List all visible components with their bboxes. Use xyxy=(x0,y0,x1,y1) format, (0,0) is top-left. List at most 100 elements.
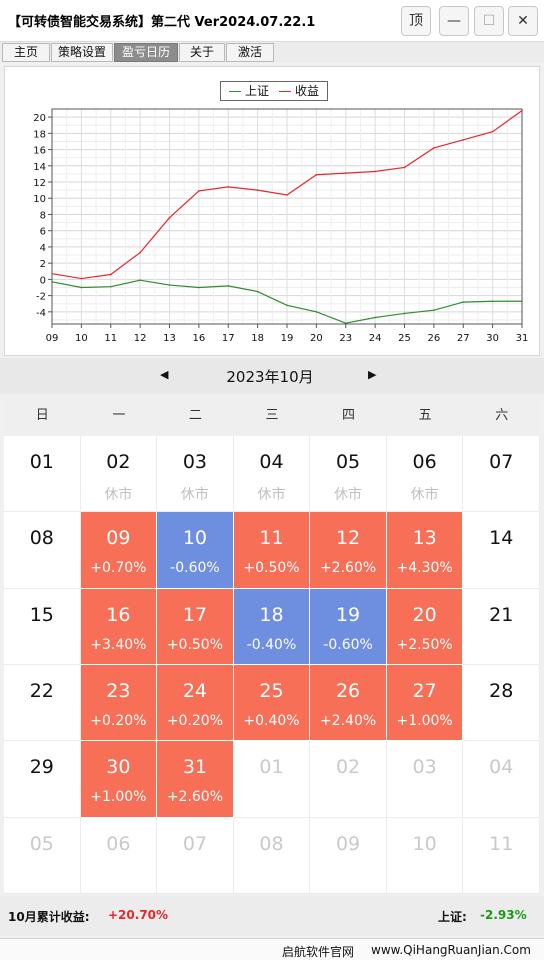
day-number: 02 xyxy=(106,451,131,473)
calendar-day-cell[interactable]: 29 xyxy=(4,741,81,818)
calendar-grid: 01 02 休市 03 休市 04 休市 05 休市 06 休市 07 08 09 +0.70% 10 -0.6… xyxy=(4,436,540,894)
day-number: 02 xyxy=(335,756,361,779)
day-number: 01 xyxy=(259,756,284,779)
tab-pnl-calendar[interactable]: 盈亏日历 xyxy=(114,43,178,62)
calendar-day-cell[interactable]: 02 休市 xyxy=(80,436,158,513)
next-month-icon[interactable]: ▶ xyxy=(368,368,377,381)
calendar-day-cell[interactable]: 09 +0.70% xyxy=(80,512,158,589)
weekday-label: 三 xyxy=(265,408,279,423)
calendar-day-cell[interactable]: 04 xyxy=(463,741,540,818)
data-point-return xyxy=(433,147,435,149)
maximize-button[interactable]: ☐ xyxy=(474,6,504,36)
website-url[interactable]: www.QiHangRuanJian.Com xyxy=(371,943,531,957)
pin-top-button[interactable]: 顶 xyxy=(401,6,431,36)
y-tick-label: 4 xyxy=(40,243,46,254)
calendar-day-cell[interactable]: 24 +0.20% xyxy=(157,665,234,742)
x-tick-label: 20 xyxy=(310,333,323,344)
x-tick-label: 31 xyxy=(516,333,529,344)
calendar-day-cell[interactable]: 10 xyxy=(386,817,464,894)
data-point-index xyxy=(521,300,523,303)
calendar-day-cell[interactable]: 08 xyxy=(233,817,311,894)
calendar-day-cell[interactable]: 02 xyxy=(310,741,387,818)
calendar-day-cell[interactable]: 04 休市 xyxy=(233,436,311,513)
calendar-day-cell[interactable]: 16 +3.40% xyxy=(80,588,158,665)
y-tick-label: 8 xyxy=(40,210,46,221)
legend-swatch-return xyxy=(279,91,291,92)
day-number: 11 xyxy=(489,832,514,855)
day-number: 23 xyxy=(106,680,131,702)
day-number: 09 xyxy=(106,527,131,550)
calendar-day-cell[interactable]: 06 休市 xyxy=(386,436,464,513)
calendar-day-cell[interactable]: 05 休市 xyxy=(310,436,387,513)
day-status: 休市 xyxy=(334,487,363,503)
minimize-button[interactable]: — xyxy=(439,6,469,36)
day-number: 04 xyxy=(489,756,514,779)
calendar-day-cell[interactable]: 09 xyxy=(310,817,387,894)
day-number: 15 xyxy=(29,603,54,626)
data-point-return xyxy=(51,272,53,275)
close-button[interactable]: ✕ xyxy=(508,6,538,36)
calendar-day-cell[interactable]: 22 xyxy=(4,665,81,742)
data-point-return xyxy=(80,277,83,280)
legend-swatch-index xyxy=(229,91,241,92)
calendar-day-cell[interactable]: 10 -0.60% xyxy=(157,512,234,589)
calendar-day-cell[interactable]: 23 +0.20% xyxy=(80,665,158,742)
title-bar: 【可转债智能交易系统】第二代 Ver2024.07.22.1 顶 — ☐ ✕ xyxy=(0,0,544,42)
day-return: +0.50% xyxy=(166,636,224,653)
calendar-day-cell[interactable]: 19 -0.60% xyxy=(310,588,387,665)
calendar-day-cell[interactable]: 07 xyxy=(157,817,234,894)
calendar-day-cell[interactable]: 03 休市 xyxy=(157,436,234,513)
calendar-day-cell[interactable]: 13 +4.30% xyxy=(386,512,464,589)
day-number: 10 xyxy=(182,527,208,550)
calendar-day-cell[interactable]: 30 +1.00% xyxy=(80,741,158,818)
calendar-day-cell[interactable]: 05 xyxy=(4,817,81,894)
day-return: +0.20% xyxy=(166,713,224,729)
calendar-day-cell[interactable]: 06 xyxy=(80,817,158,894)
calendar-day-cell[interactable]: 31 +2.60% xyxy=(157,741,234,818)
calendar-day-cell[interactable]: 12 +2.60% xyxy=(310,512,387,589)
x-tick-label: 09 xyxy=(46,333,59,344)
calendar-day-cell[interactable]: 25 +0.40% xyxy=(233,665,311,742)
calendar-day-cell[interactable]: 17 +0.50% xyxy=(157,588,234,665)
weekday-label: 六 xyxy=(495,408,509,423)
day-number: 29 xyxy=(29,756,54,779)
day-number: 08 xyxy=(259,832,284,855)
tab-home[interactable]: 主页 xyxy=(2,43,50,62)
website-name[interactable]: 启航软件官网 xyxy=(282,945,355,959)
calendar-day-cell[interactable]: 14 xyxy=(463,512,540,589)
calendar-day-cell[interactable]: 07 xyxy=(463,436,540,513)
data-point-index xyxy=(139,279,141,281)
calendar-day-cell[interactable]: 08 xyxy=(4,512,81,589)
calendar-day-cell[interactable]: 01 xyxy=(4,436,81,513)
data-point-index xyxy=(227,285,230,287)
tab-strategy-settings[interactable]: 策略设置 xyxy=(51,43,113,62)
data-point-index xyxy=(315,311,318,313)
tab-about[interactable]: 关于 xyxy=(179,43,225,62)
calendar-day-cell[interactable]: 11 +0.50% xyxy=(233,512,311,589)
calendar-day-cell[interactable]: 15 xyxy=(4,588,81,665)
app-title: 【可转债智能交易系统】第二代 Ver2024.07.22.1 xyxy=(8,15,316,30)
y-tick-label: 14 xyxy=(33,162,46,173)
day-return: +0.20% xyxy=(90,713,147,729)
x-tick-label: 30 xyxy=(486,333,499,344)
x-tick-label: 13 xyxy=(163,333,176,344)
data-point-index xyxy=(374,316,376,319)
calendar-day-cell[interactable]: 28 xyxy=(463,665,540,742)
calendar-day-cell[interactable]: 26 +2.40% xyxy=(310,665,387,742)
calendar-day-cell[interactable]: 27 +1.00% xyxy=(386,665,464,742)
calendar-day-cell[interactable]: 20 +2.50% xyxy=(386,588,464,665)
legend-label-return: 收益 xyxy=(295,84,320,98)
tab-activate[interactable]: 激活 xyxy=(226,43,274,62)
calendar-day-cell[interactable]: 11 xyxy=(463,817,540,894)
data-point-index xyxy=(168,284,171,286)
data-point-return xyxy=(198,190,200,192)
prev-month-icon[interactable]: ◀ xyxy=(160,368,169,381)
calendar-day-cell[interactable]: 21 xyxy=(463,588,540,665)
calendar-day-cell[interactable]: 18 -0.40% xyxy=(233,588,311,665)
calendar-day-cell[interactable]: 01 xyxy=(233,741,311,818)
calendar-day-cell[interactable]: 03 xyxy=(386,741,464,818)
day-number: 04 xyxy=(259,451,284,473)
data-point-return xyxy=(256,189,259,191)
y-tick-label: -2 xyxy=(36,292,46,303)
y-tick-label: 10 xyxy=(33,194,46,205)
